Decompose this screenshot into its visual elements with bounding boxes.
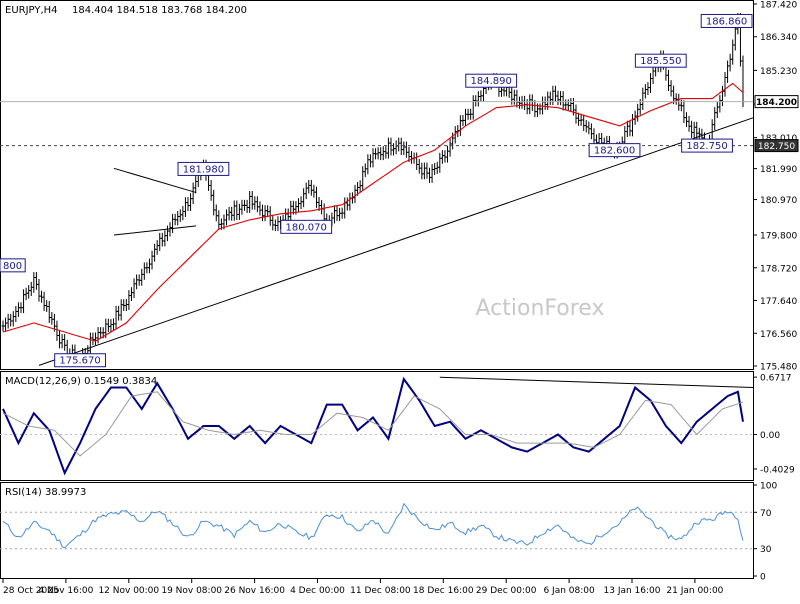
level-tag-label: 800 — [3, 261, 22, 272]
x-tick-label: 12 Nov 00:00 — [98, 586, 159, 596]
level-tag-box — [634, 53, 687, 68]
level-tag-label: 180.070 — [286, 222, 327, 233]
macd-y-tick-label: -0.4029 — [760, 465, 795, 475]
level-tag-label: 184.890 — [471, 76, 512, 87]
level-tag-label: 182.600 — [594, 146, 635, 157]
price-axis-tag — [754, 139, 799, 153]
rsi-panel-frame — [0, 482, 754, 579]
rsi-line — [2, 502, 744, 549]
macd-y-tick-label: 0.6717 — [760, 374, 792, 384]
rsi-y-tick-label: 70 — [760, 509, 772, 519]
level-tag-box — [177, 161, 230, 176]
price-axis-tag-label: 182.750 — [758, 142, 795, 152]
level-tag-label: 182.750 — [686, 141, 727, 152]
x-tick-label: 11 Dec 08:00 — [350, 586, 411, 596]
level-tag-label: 185.550 — [640, 56, 681, 67]
chart-symbol: EURJPY,H4 — [5, 5, 58, 16]
macd-main-line — [2, 376, 744, 476]
rsi-y-tick-label: 100 — [760, 482, 777, 492]
level-tag-label: 181.980 — [183, 164, 224, 175]
price-axis-tag — [754, 95, 799, 109]
macd-series-layer — [0, 376, 754, 476]
chart-ohlc: 184.404 184.518 183.768 184.200 — [72, 5, 247, 16]
price-y-tick-label: 185.230 — [760, 67, 797, 77]
x-tick-label: 26 Nov 16:00 — [224, 586, 285, 596]
price-y-tick-label: 178.720 — [760, 264, 797, 274]
watermark: ActionForex — [476, 296, 605, 321]
macd-signal-line — [2, 391, 744, 457]
price-y-tick-label: 176.560 — [760, 330, 797, 340]
price-y-tick-label: 181.990 — [760, 165, 797, 175]
macd-trendline — [439, 376, 754, 389]
x-tick-label: 19 Nov 08:00 — [161, 586, 222, 596]
macd-panel-frame — [0, 371, 754, 481]
rsi-title: RSI(14) 38.9973 — [5, 487, 86, 498]
rising-trendline — [38, 117, 754, 366]
level-tag-box — [54, 353, 106, 368]
x-tick-label: 4 Nov 16:00 — [38, 586, 93, 596]
price-series-layer: 186.860 185.550 184.890 182.600 182.750 181.9… — [0, 12, 754, 368]
x-tick-label: 4 Dec 00:00 — [290, 586, 345, 596]
x-tick-label: 21 Jan 00:00 — [666, 586, 723, 596]
rsi-series-layer — [0, 502, 753, 550]
macd-title: MACD(12,26,9) 0.1549 0.3834 — [5, 376, 157, 387]
level-tag-box — [588, 143, 641, 158]
x-tick-label: 29 Dec 00:00 — [476, 586, 537, 596]
level-tag-box — [280, 219, 333, 234]
level-tag-label: 186.860 — [706, 16, 747, 27]
price-y-tick-label: 186.340 — [760, 33, 797, 43]
x-tick-label: 18 Dec 16:00 — [413, 586, 474, 596]
price-y-tick-label: 175.480 — [760, 363, 797, 373]
x-tick-label: 6 Jan 08:00 — [543, 586, 595, 596]
price-y-tick-label: 187.420 — [760, 1, 797, 11]
level-tag-box — [0, 258, 26, 273]
triangle-lower-line — [113, 225, 197, 236]
level-tag-box — [681, 138, 733, 153]
price-y-tick-label: 180.970 — [760, 196, 797, 206]
level-tag-box — [465, 73, 518, 88]
level-tag-label: 175.670 — [59, 356, 100, 367]
level-tag-box — [700, 13, 753, 28]
rsi-y-tick-label: 0 — [760, 573, 766, 583]
x-tick-label: 13 Jan 16:00 — [604, 586, 661, 596]
price-y-tick-label: 179.800 — [760, 232, 797, 242]
moving-average-line — [2, 82, 744, 342]
triangle-upper-line — [113, 167, 197, 194]
price-y-tick-label: 177.640 — [760, 297, 797, 307]
price-panel-frame — [0, 0, 754, 370]
x-tick-label: 28 Oct 2025 — [3, 586, 59, 596]
macd-y-tick-label: 0.00 — [760, 431, 780, 441]
rsi-y-tick-label: 30 — [760, 545, 772, 555]
price-axis-tag-label: 184.200 — [756, 98, 797, 108]
